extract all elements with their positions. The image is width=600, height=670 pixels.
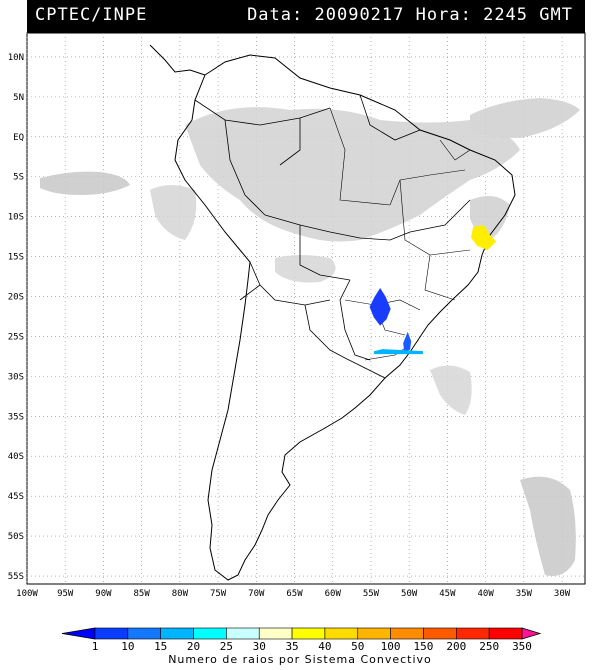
lat-label: 30S [8, 372, 24, 382]
graticule: 10N 5N EQ 5S 10S 15S 20S 25S 30S 35S 40S 45S 50S 55S 1… [8, 33, 585, 599]
lat-label: 45S [8, 492, 24, 502]
lon-label: 90W [95, 589, 112, 599]
lon-label: 40W [477, 589, 494, 599]
blue-cluster-mato-grosso-do-sul [369, 287, 391, 326]
yellow-cluster-bahia [470, 224, 497, 251]
cloud-cover [40, 98, 580, 576]
lon-label: 80W [172, 589, 189, 599]
lon-label: 100W [16, 589, 38, 599]
lat-label: EQ [13, 133, 24, 143]
lat-label: 10N [8, 53, 24, 63]
coastline [149, 44, 516, 581]
blue-cluster-parana [403, 331, 412, 352]
timezone: GMT [539, 5, 573, 25]
lon-label: 75W [210, 589, 227, 599]
timestamp: Data: 20090217 Hora: 2245 GMT [247, 5, 573, 25]
lat-label: 5N [13, 93, 24, 103]
lat-label: 40S [8, 452, 24, 462]
convective-systems [369, 224, 497, 355]
lon-label: 45W [439, 589, 456, 599]
time-value: 2245 [483, 5, 529, 25]
lat-label: 15S [8, 253, 24, 263]
lon-label: 65W [286, 589, 303, 599]
data-label: Data: [247, 5, 304, 25]
lat-label: 50S [8, 532, 24, 542]
lat-label: 55S [8, 572, 24, 582]
cyan-cluster-south [373, 349, 423, 355]
lat-label: 10S [8, 213, 24, 223]
lon-label: 55W [363, 589, 380, 599]
country-borders [194, 94, 471, 379]
hora-label: Hora: [415, 5, 472, 25]
header-bar: CPTEC/INPE Data: 20090217 Hora: 2245 GMT [27, 0, 585, 33]
lon-label: 70W [248, 589, 265, 599]
lon-label: 85W [134, 589, 151, 599]
source-label: CPTEC/INPE [35, 5, 148, 25]
lat-label: 20S [8, 293, 24, 303]
lon-label: 30W [554, 589, 571, 599]
lat-label: 25S [8, 332, 24, 342]
lat-label: 35S [8, 412, 24, 422]
colorbar-title: Numero de raios por Sistema Convectivo [168, 653, 432, 666]
lon-label: 50W [401, 589, 418, 599]
date-value: 20090217 [314, 5, 405, 25]
lat-label: 5S [13, 173, 24, 183]
lon-label: 95W [57, 589, 74, 599]
lon-label: 60W [325, 589, 342, 599]
lon-label: 35W [516, 589, 533, 599]
